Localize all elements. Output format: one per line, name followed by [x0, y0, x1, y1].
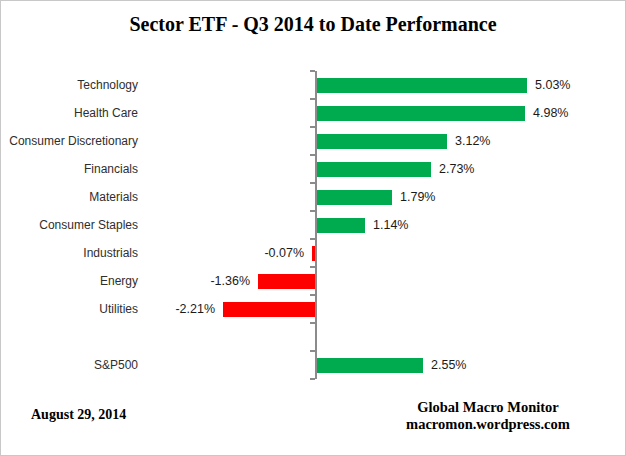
axis-tick — [310, 378, 315, 380]
category-label-consumer-staples: Consumer Staples — [1, 211, 138, 239]
category-label-technology: Technology — [1, 71, 138, 99]
axis-tick — [310, 182, 315, 184]
axis-tick — [310, 98, 315, 100]
bar-technology — [317, 78, 527, 93]
axis-tick — [310, 322, 315, 324]
bar-financials — [317, 162, 431, 177]
bar-utilities — [223, 302, 315, 317]
source-url: macromon.wordpress.com — [363, 416, 613, 433]
category-label-industrials: Industrials — [1, 239, 138, 267]
axis-tick — [310, 294, 315, 296]
bar-energy — [258, 274, 315, 289]
bar-industrials — [312, 246, 315, 261]
value-label-consumer-discretionary: 3.12% — [455, 127, 490, 155]
axis-tick — [310, 154, 315, 156]
chart-canvas: Sector ETF - Q3 2014 to Date Performance… — [0, 0, 626, 456]
bar-health-care — [317, 106, 525, 121]
axis-tick — [310, 266, 315, 268]
category-label-financials: Financials — [1, 155, 138, 183]
bar-consumer-staples — [317, 218, 365, 233]
value-label-financials: 2.73% — [439, 155, 474, 183]
value-label-s-p500: 2.55% — [431, 351, 466, 379]
axis-tick — [310, 238, 315, 240]
category-label-materials: Materials — [1, 183, 138, 211]
value-label-health-care: 4.98% — [533, 99, 568, 127]
axis-tick — [310, 350, 315, 352]
value-label-industrials: -0.07% — [224, 239, 304, 267]
date-label: August 29, 2014 — [31, 407, 126, 423]
value-label-materials: 1.79% — [400, 183, 435, 211]
category-label-energy: Energy — [1, 267, 138, 295]
category-label-consumer-discretionary: Consumer Discretionary — [1, 127, 138, 155]
category-label-utilities: Utilities — [1, 295, 138, 323]
value-label-energy: -1.36% — [170, 267, 250, 295]
bar-consumer-discretionary — [317, 134, 447, 149]
axis-tick — [310, 210, 315, 212]
value-label-technology: 5.03% — [535, 71, 570, 99]
category-label-health-care: Health Care — [1, 99, 138, 127]
value-label-consumer-staples: 1.14% — [373, 211, 408, 239]
axis-tick — [310, 126, 315, 128]
category-label-s-p500: S&P500 — [1, 351, 138, 379]
axis-tick — [310, 70, 315, 72]
plot-area: Technology 5.03% Health Care 4.98% Consumer … — [1, 1, 625, 455]
bar-s-p500 — [317, 358, 423, 373]
value-label-utilities: -2.21% — [135, 295, 215, 323]
source-name: Global Macro Monitor — [363, 399, 613, 416]
source-attribution: Global Macro Monitor macromon.wordpress.… — [363, 399, 613, 433]
bar-materials — [317, 190, 392, 205]
